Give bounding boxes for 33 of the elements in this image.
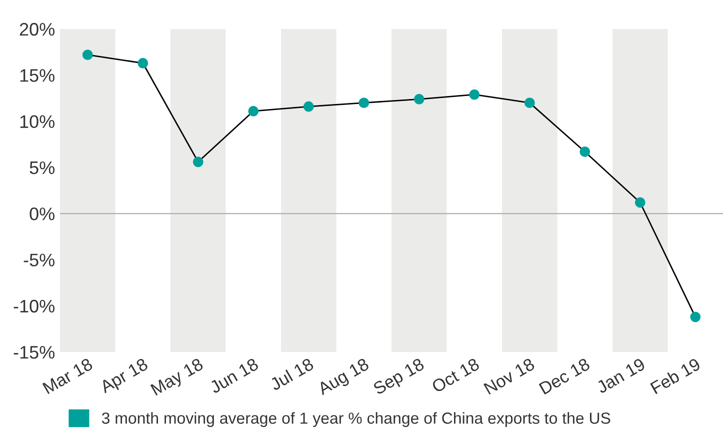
legend-label: 3 month moving average of 1 year % change of China exports to the US xyxy=(102,412,610,427)
y-tick-label: -15% xyxy=(14,346,54,359)
y-tick-label: -10% xyxy=(14,300,54,313)
point xyxy=(524,98,535,108)
point xyxy=(469,89,480,100)
y-tick-label: 5% xyxy=(30,161,54,174)
x-tick-label: Sep 18 xyxy=(372,358,427,398)
point xyxy=(303,101,314,112)
point xyxy=(634,197,646,208)
x-tick-label: Feb 19 xyxy=(650,357,702,394)
x-tick-label: Nov 18 xyxy=(483,358,536,395)
x-tick-label: Dec 18 xyxy=(538,358,591,395)
point xyxy=(690,312,701,322)
x-tick-label: Jun 18 xyxy=(208,358,260,394)
point xyxy=(138,58,148,68)
point xyxy=(82,50,93,60)
y-tick-label: 10% xyxy=(20,115,54,128)
point xyxy=(580,146,590,157)
point xyxy=(358,98,370,108)
y-tick-label: 0% xyxy=(30,208,54,220)
x-tick-label: Mar 18 xyxy=(42,358,94,394)
x-tick-label: Jul 18 xyxy=(268,357,314,391)
point xyxy=(192,156,204,168)
x-tick-label: Jan 19 xyxy=(595,358,646,394)
x-tick-label: May 18 xyxy=(150,358,206,399)
point xyxy=(414,94,424,104)
y-tick-label: -5% xyxy=(24,254,54,266)
x-tick-label: Aug 18 xyxy=(316,358,372,398)
y-tick-label: 15% xyxy=(20,69,54,82)
x-tick-label: Apr 18 xyxy=(98,358,150,396)
y-tick-label: 20% xyxy=(20,22,54,36)
point xyxy=(248,106,259,116)
x-tick-label: Oct 18 xyxy=(431,358,480,394)
